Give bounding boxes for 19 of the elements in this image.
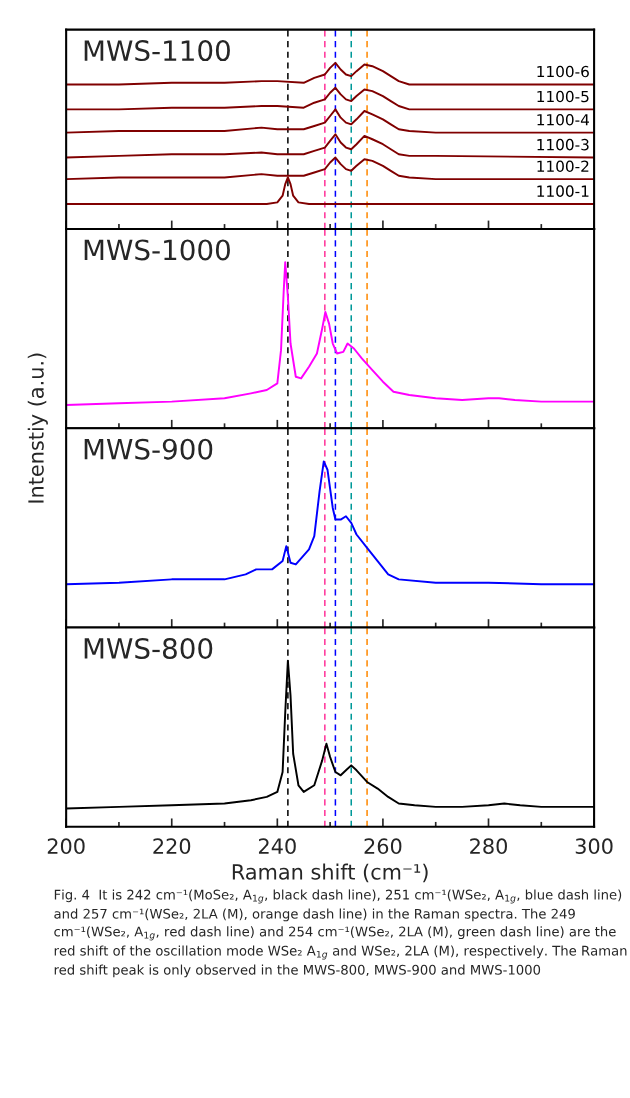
- chart-title: MWS-1100: [84, 40, 230, 62]
- series-label: 1100-5: [537, 90, 589, 103]
- chart-title: MWS-800: [84, 637, 213, 659]
- series-label: 1100-6: [537, 65, 589, 78]
- x-tick-label: 280: [470, 838, 507, 855]
- series-label: 1100-3: [537, 138, 589, 151]
- x-tick-label: 220: [153, 838, 191, 855]
- x-tick-label: 200: [47, 838, 85, 855]
- series-label: 1100-2: [537, 160, 589, 172]
- text: Fig. 4 It is 242 cm⁻¹(MoSe₂, A$_{1g}$, black dash line), 251 cm⁻¹(WSe₂, A$_{1g}$, blue dash line) and 257 cm⁻¹(WSe₂, 2LA (M), orange dash line) in the Raman spectra. The 249 cm⁻¹(WSe₂, A$_{1g}$, red dash line) and 254 cm⁻¹(WSe₂, 2LA (M), green dash line) are the red shift of the oscillation mode WSe₂ A$_{1g}$ and WSe₂, 2LA (M), respectively. The Raman red shift peak is only observed in the MWS-800, MWS-900 and MWS-1000: [54, 889, 627, 978]
- x-tick-label: 240: [258, 838, 296, 855]
- x-tick-label: 300: [575, 838, 613, 855]
- y-axis-title: Intenstiy (a.u.): [27, 353, 48, 503]
- series-label: 1100-1: [537, 185, 589, 197]
- x-axis-title: Raman shift (cm⁻¹): [232, 863, 428, 883]
- series-label: 1100-4: [537, 113, 590, 126]
- chart-title: MWS-1000: [84, 239, 230, 261]
- x-tick-label: 260: [364, 838, 402, 855]
- chart-title: MWS-900: [84, 438, 213, 460]
